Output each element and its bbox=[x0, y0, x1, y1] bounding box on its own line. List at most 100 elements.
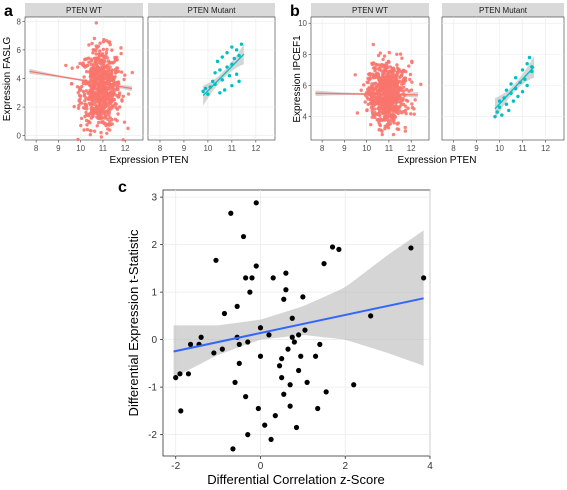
data-point bbox=[101, 109, 105, 113]
data-point bbox=[304, 379, 310, 385]
data-point bbox=[225, 51, 229, 55]
facet-panel-mutant bbox=[441, 16, 565, 141]
data-point bbox=[94, 52, 98, 56]
data-point bbox=[91, 95, 96, 100]
data-point bbox=[89, 72, 94, 76]
data-point bbox=[213, 257, 219, 263]
data-point bbox=[408, 77, 412, 82]
data-point bbox=[92, 36, 97, 41]
data-point bbox=[516, 94, 520, 99]
data-point bbox=[396, 111, 400, 116]
data-point bbox=[403, 129, 408, 133]
data-point bbox=[378, 123, 383, 128]
data-point bbox=[373, 65, 377, 70]
data-point bbox=[222, 88, 227, 92]
facet-label-wt: PTEN WT bbox=[66, 6, 102, 15]
data-point bbox=[237, 79, 241, 84]
y-tick-label: 6 bbox=[303, 82, 308, 91]
data-point bbox=[312, 353, 319, 359]
data-point bbox=[96, 106, 100, 110]
data-point bbox=[218, 68, 222, 72]
data-point bbox=[113, 117, 118, 122]
data-point bbox=[87, 60, 91, 64]
data-point bbox=[240, 233, 247, 240]
data-point bbox=[89, 97, 93, 102]
data-point bbox=[232, 56, 236, 61]
data-point bbox=[96, 96, 100, 101]
data-point bbox=[257, 325, 264, 331]
data-point bbox=[296, 367, 302, 374]
data-point bbox=[392, 121, 396, 125]
data-point bbox=[387, 50, 392, 55]
data-point bbox=[255, 405, 261, 412]
data-point bbox=[507, 108, 511, 113]
data-point bbox=[289, 315, 295, 321]
data-point bbox=[112, 82, 116, 86]
data-point bbox=[395, 52, 399, 56]
data-point bbox=[293, 424, 300, 431]
data-point bbox=[291, 339, 297, 345]
data-point bbox=[410, 59, 414, 64]
data-point bbox=[317, 341, 323, 347]
data-point bbox=[413, 98, 417, 102]
data-point bbox=[76, 90, 80, 95]
data-point bbox=[378, 51, 383, 55]
data-point bbox=[383, 104, 388, 109]
data-point bbox=[370, 115, 374, 119]
data-point bbox=[88, 93, 93, 98]
data-point bbox=[104, 50, 109, 55]
data-point bbox=[81, 105, 86, 110]
data-point bbox=[93, 76, 97, 80]
data-point bbox=[210, 79, 215, 84]
data-point bbox=[399, 74, 403, 78]
data-point bbox=[393, 114, 397, 119]
data-point bbox=[121, 138, 125, 142]
data-point bbox=[402, 89, 406, 93]
data-point bbox=[76, 106, 81, 111]
data-point bbox=[178, 408, 184, 414]
data-point bbox=[400, 82, 404, 86]
data-point bbox=[525, 62, 529, 66]
data-point bbox=[103, 76, 107, 80]
data-point bbox=[219, 346, 225, 352]
data-point bbox=[392, 117, 396, 122]
data-point bbox=[395, 96, 399, 100]
data-point bbox=[377, 63, 382, 67]
data-point bbox=[403, 104, 408, 108]
data-point bbox=[103, 116, 107, 120]
data-point bbox=[408, 245, 414, 251]
data-point bbox=[366, 97, 370, 101]
data-point bbox=[110, 86, 115, 90]
data-point bbox=[104, 53, 108, 58]
data-point bbox=[116, 112, 120, 116]
data-point bbox=[400, 70, 404, 74]
data-point bbox=[323, 389, 329, 395]
x-tick-label: 12 bbox=[407, 144, 416, 153]
data-point bbox=[376, 106, 380, 111]
data-point bbox=[383, 115, 388, 119]
data-point bbox=[198, 334, 204, 340]
data-point bbox=[371, 42, 375, 47]
y-tick-label: 2 bbox=[151, 240, 157, 251]
data-point bbox=[315, 405, 321, 412]
data-point bbox=[377, 74, 381, 79]
data-point bbox=[387, 109, 391, 114]
data-point bbox=[365, 108, 369, 112]
data-point bbox=[173, 375, 179, 381]
data-point bbox=[387, 103, 392, 108]
data-point bbox=[279, 375, 285, 381]
data-point bbox=[99, 104, 103, 108]
data-point bbox=[369, 76, 373, 80]
data-point bbox=[270, 275, 276, 281]
data-point bbox=[336, 246, 342, 252]
data-point bbox=[101, 47, 106, 52]
data-point bbox=[91, 114, 95, 118]
data-point bbox=[83, 65, 87, 69]
data-point bbox=[398, 100, 403, 104]
panel-b-chart: PTEN WT PTEN Mutant 8 9 10 11 12 4 6 8 10 8 9 10 11 1… bbox=[292, 3, 565, 166]
data-point bbox=[370, 109, 374, 113]
data-point bbox=[405, 99, 410, 103]
panel-b-x-axis-title: Expression PTEN bbox=[398, 155, 477, 166]
data-point bbox=[381, 57, 385, 62]
data-point bbox=[177, 371, 183, 377]
